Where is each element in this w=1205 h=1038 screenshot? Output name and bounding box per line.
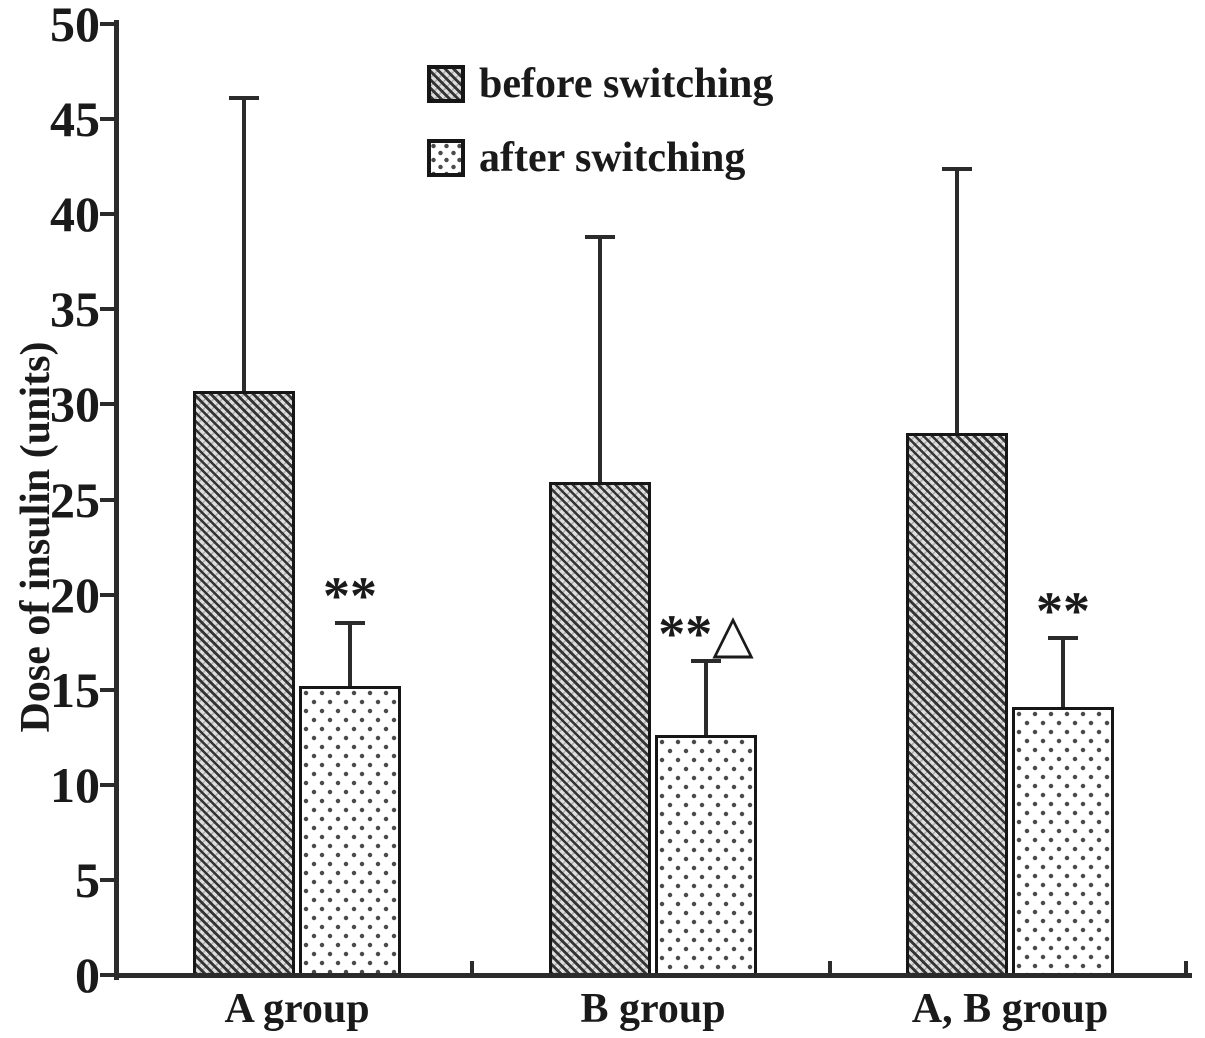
error-bar-cap: [335, 621, 365, 626]
x-axis-category-label: B group: [580, 986, 726, 1032]
error-bar-cap: [229, 96, 259, 101]
y-axis-tick: [100, 592, 118, 597]
error-bar-line: [598, 237, 602, 483]
error-bar-cap: [585, 235, 615, 240]
y-axis-tick-label: 15: [50, 661, 100, 718]
y-axis-tick-label: 30: [50, 376, 100, 433]
bar-before-switching-group-3: [906, 432, 1008, 975]
y-axis-tick-label: 25: [50, 471, 100, 528]
x-axis-separator-tick: [470, 961, 474, 975]
y-axis-tick: [100, 877, 118, 882]
error-bar-cap: [942, 166, 972, 171]
x-axis-separator-tick: [1184, 961, 1188, 975]
bar-after-switching-group-2: [655, 735, 757, 975]
y-axis-tick: [100, 973, 118, 977]
y-axis-tick: [100, 307, 118, 312]
legend: before switching after switching: [427, 60, 773, 182]
error-bar-line: [704, 661, 708, 736]
y-axis-tick-label: 0: [75, 947, 100, 1003]
y-axis-tick: [100, 687, 118, 692]
bar-before-switching-group-2: [549, 482, 651, 975]
y-axis-tick-label: 35: [50, 281, 100, 338]
y-axis-tick: [100, 22, 118, 26]
error-bar-line: [1061, 638, 1065, 707]
legend-item-before-switching: before switching: [427, 60, 773, 108]
significance-marker: **: [323, 566, 377, 627]
before-switching-hatch-swatch: [427, 65, 465, 103]
y-axis-tick-label: 10: [50, 756, 100, 813]
error-bar-line: [955, 168, 959, 433]
significance-marker: **△: [658, 604, 754, 665]
y-axis-tick: [100, 212, 118, 217]
error-bar-line: [242, 98, 246, 392]
x-axis-separator-tick: [828, 961, 832, 975]
x-axis-line: [114, 973, 1192, 978]
x-axis-category-label: A, B group: [911, 986, 1109, 1032]
legend-label-after-switching: after switching: [479, 135, 746, 181]
error-bar-cap: [1048, 636, 1078, 641]
after-switching-dots-swatch: [427, 139, 465, 177]
bar-before-switching-group-1: [193, 391, 295, 975]
y-axis-tick: [100, 402, 118, 407]
y-axis-tick: [100, 497, 118, 502]
legend-label-before-switching: before switching: [479, 61, 774, 107]
y-axis-tick-label: 50: [50, 0, 100, 52]
y-axis-tick: [100, 117, 118, 122]
significance-marker: **: [1036, 581, 1090, 642]
bar-after-switching-group-3: [1012, 706, 1114, 975]
y-axis-tick-label: 20: [50, 566, 100, 623]
error-bar-line: [348, 623, 352, 686]
legend-item-after-switching: after switching: [427, 134, 773, 182]
y-axis-tick-label: 45: [50, 91, 100, 148]
x-axis-category-label: A group: [224, 986, 370, 1032]
error-bar-cap: [691, 659, 721, 664]
y-axis-tick-label: 5: [75, 851, 100, 908]
y-axis-tick: [100, 782, 118, 787]
bar-after-switching-group-1: [299, 685, 401, 975]
y-axis-tick-label: 40: [50, 186, 100, 243]
